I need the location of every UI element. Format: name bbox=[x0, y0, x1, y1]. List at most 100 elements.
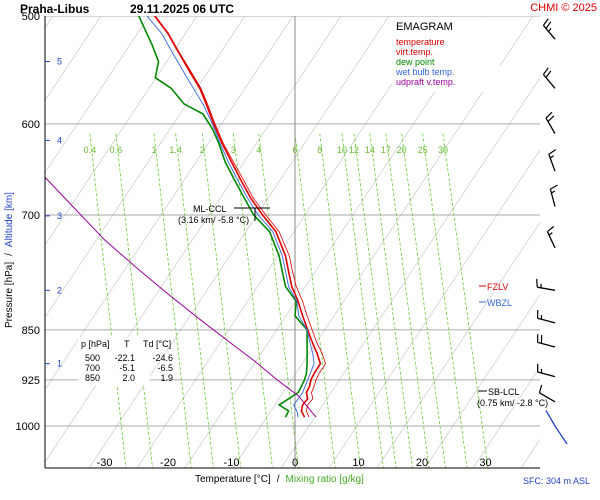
table-cell: 850 bbox=[85, 373, 100, 383]
mixing-ratio-line bbox=[319, 133, 361, 468]
mixing-ratio-line bbox=[401, 133, 446, 468]
adiabat-line bbox=[280, 77, 540, 468]
x-axis-title: Temperature [°C] / Mixing ratio [g/kg] bbox=[195, 474, 364, 485]
temp-tick-label: 10 bbox=[352, 457, 364, 469]
table-cell: -24.6 bbox=[152, 353, 173, 363]
altitude-tick-label: 1 bbox=[57, 359, 62, 369]
adiabat-line bbox=[376, 221, 540, 468]
wbzl-label: WBZL bbox=[487, 298, 512, 308]
wind-barb bbox=[538, 384, 556, 403]
mixing-ratio-label: 8 bbox=[317, 145, 322, 155]
mixing-ratio-line bbox=[369, 133, 413, 468]
wind-barb bbox=[537, 363, 556, 378]
fzlv-annotation: FZLV bbox=[479, 282, 508, 292]
altitude-tick-label: 3 bbox=[57, 211, 62, 221]
altitude-tick-label: 2 bbox=[57, 285, 62, 295]
series-layer bbox=[45, 16, 326, 418]
legend-item-virt-temp: virt.temp. bbox=[396, 47, 433, 57]
temp-tick-label: -10 bbox=[224, 457, 240, 469]
pressure-tick-label: 500 bbox=[22, 11, 40, 23]
sb-lcl-annotation: SB-LCL (0.75 km/ -2.8 °C) bbox=[477, 387, 548, 408]
table-cell: 2.0 bbox=[122, 373, 135, 383]
wind-barbs bbox=[536, 18, 568, 445]
table-header-t: T bbox=[124, 339, 130, 349]
table-cell: -6.5 bbox=[157, 363, 173, 373]
mixing-ratio-label: 0.6 bbox=[110, 145, 123, 155]
mixing-ratio-line bbox=[294, 133, 336, 468]
x-axis-temp-label: Temperature [°C] bbox=[195, 474, 271, 485]
adiabat-line bbox=[45, 16, 102, 102]
sb-lcl-value: (0.75 km/ -2.8 °C) bbox=[477, 398, 548, 408]
series-dew-point bbox=[138, 16, 308, 418]
table-cell: 1.9 bbox=[160, 373, 173, 383]
altitude-tick-label: 4 bbox=[57, 135, 62, 145]
mixing-ratio-line bbox=[442, 133, 489, 468]
wind-barb bbox=[542, 67, 556, 89]
legend-title: EMAGRAM bbox=[396, 21, 453, 33]
x-axis-separator: / bbox=[277, 474, 280, 485]
table-cell: 700 bbox=[85, 363, 100, 373]
mixing-ratio-label: 10 bbox=[337, 145, 347, 155]
table-header-td: Td [°C] bbox=[143, 339, 171, 349]
y-axis-title: Pressure [hPa] / Altitude [km] bbox=[4, 192, 15, 328]
legend: EMAGRAM temperature virt.temp. dew point… bbox=[392, 17, 500, 92]
mixing-ratio-label: 14 bbox=[365, 145, 375, 155]
mixing-ratio-line bbox=[153, 133, 192, 468]
date-time: 29.11.2025 06 UTC bbox=[130, 2, 234, 16]
mixing-ratio-label: 0.4 bbox=[84, 145, 97, 155]
table-cell: 500 bbox=[85, 353, 100, 363]
table-cell: -5.1 bbox=[119, 363, 135, 373]
mixing-ratio-label: 2 bbox=[200, 145, 205, 155]
y-axis-altitude-label: Altitude [km] bbox=[4, 192, 15, 247]
mixing-ratio-line bbox=[341, 133, 384, 468]
mixing-ratio-line bbox=[115, 133, 153, 468]
adiabat-line bbox=[328, 149, 540, 468]
mixing-ratio-label: 20 bbox=[397, 145, 407, 155]
pressure-tick-label: 600 bbox=[22, 119, 40, 131]
mixing-ratio-line bbox=[175, 133, 214, 468]
temp-tick-label: 30 bbox=[479, 457, 491, 469]
table-cell: -22.1 bbox=[114, 353, 135, 363]
ml-ccl-value: (3.16 km/ -5.8 °C) bbox=[178, 215, 249, 225]
adiabat-line bbox=[88, 16, 390, 468]
altitude-tick-label: 5 bbox=[57, 57, 62, 67]
copyright: CHMI © 2025 bbox=[530, 2, 597, 14]
series-wet-bulb-temp bbox=[146, 16, 315, 418]
wind-barb bbox=[545, 410, 568, 445]
legend-item-dew-point: dew point bbox=[396, 57, 435, 67]
y-axis-pressure-label: Pressure [hPa] bbox=[4, 262, 15, 328]
mixing-ratio-label: 12 bbox=[349, 145, 359, 155]
adiabat-line bbox=[45, 16, 294, 391]
legend-item-wet-bulb: wet bulb temp. bbox=[395, 67, 455, 77]
temp-tick-label: 20 bbox=[416, 457, 428, 469]
adiabat-line bbox=[45, 16, 246, 319]
station-name: Praha-Libus bbox=[20, 2, 90, 16]
wbzl-annotation: WBZL bbox=[479, 298, 512, 308]
legend-item-temperature: temperature bbox=[396, 37, 445, 47]
y-axis-separator: / bbox=[4, 253, 15, 256]
temp-tick-label: 0 bbox=[292, 457, 298, 469]
mixing-ratio-line bbox=[201, 133, 242, 468]
mixing-ratio-label: 25 bbox=[418, 145, 428, 155]
mixing-ratio-label: 1 bbox=[152, 145, 157, 155]
surface-elevation: SFC: 304 m ASL bbox=[523, 476, 590, 486]
mixing-ratio-line bbox=[422, 133, 468, 468]
wind-barb bbox=[546, 225, 556, 249]
mixing-ratio-line bbox=[353, 133, 397, 468]
wind-barb bbox=[536, 278, 556, 291]
mixing-ratio-label: 3 bbox=[231, 145, 236, 155]
adiabat-line bbox=[424, 294, 540, 468]
mixing-ratio-line bbox=[385, 133, 430, 468]
mixing-ratio-label: 4 bbox=[256, 145, 261, 155]
adiabat-line bbox=[136, 16, 438, 468]
wind-barb bbox=[542, 18, 556, 40]
pressure-tick-label: 1000 bbox=[16, 421, 40, 433]
fzlv-label: FZLV bbox=[487, 282, 508, 292]
pressure-tick-label: 925 bbox=[22, 375, 40, 387]
wind-barb bbox=[545, 111, 556, 134]
mixing-ratio-label: 17 bbox=[381, 145, 391, 155]
series-udpraft-v-temp bbox=[45, 176, 317, 418]
sb-lcl-label: SB-LCL bbox=[488, 387, 520, 397]
adiabat-line bbox=[472, 366, 540, 468]
sounding-table: p [hPa] T Td [°C] 500 -22.1 -24.6 700 -5… bbox=[78, 337, 173, 385]
